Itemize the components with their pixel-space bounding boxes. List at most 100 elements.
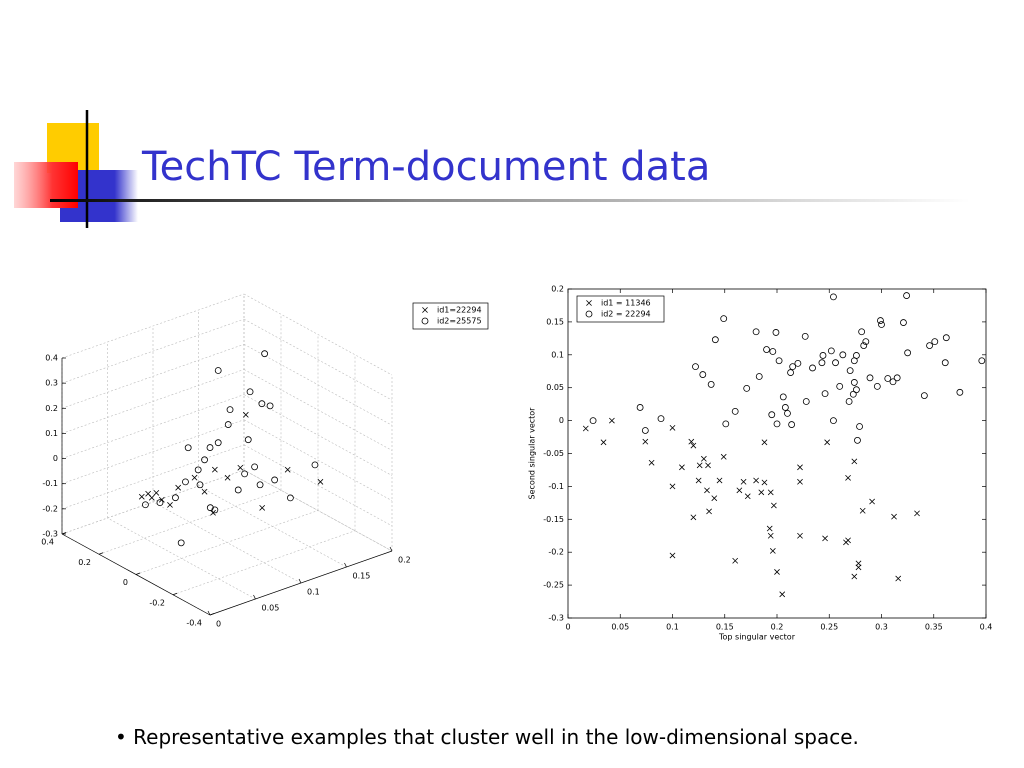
- circle-marker: [854, 436, 861, 444]
- x-marker: [648, 459, 655, 466]
- circle-marker: [755, 373, 763, 380]
- x-axis-label: Top singular vector: [718, 633, 796, 642]
- x-marker: [706, 508, 712, 515]
- grid-line: [243, 369, 393, 451]
- circle-marker: [763, 346, 770, 353]
- legend-label: id2 = 22294: [601, 310, 651, 319]
- x-marker: [711, 495, 718, 502]
- x-marker: [779, 591, 786, 598]
- x-tick-label: 0.25: [820, 623, 838, 632]
- circle-marker: [211, 506, 219, 514]
- circle-marker: [853, 386, 860, 394]
- circle-marker: [768, 411, 776, 419]
- circle-marker: [142, 501, 149, 509]
- circle-marker: [853, 352, 860, 359]
- circle-marker: [830, 293, 837, 301]
- x-marker: [175, 484, 182, 491]
- y-axis-label: Second singular vector: [528, 407, 537, 500]
- y-tick-label: 0.1: [307, 588, 320, 597]
- y-tick-label: -0.1: [548, 482, 564, 491]
- circle-marker: [860, 342, 868, 349]
- legend-label: id2=25575: [437, 317, 482, 326]
- x-marker: [148, 494, 155, 501]
- deco-hline: [50, 199, 970, 202]
- circle-marker: [177, 539, 185, 547]
- z-tick-label: -0.2: [42, 504, 58, 513]
- circle-marker: [201, 456, 208, 464]
- y-tick-label: 0: [216, 620, 221, 629]
- x-tick-label: 0.2: [78, 558, 91, 567]
- x-marker: [769, 548, 776, 554]
- grid-line: [243, 344, 393, 426]
- circle-marker: [773, 420, 781, 428]
- circle-marker: [731, 407, 739, 415]
- x-marker: [669, 552, 676, 559]
- circle-marker: [830, 417, 837, 425]
- circle-marker: [801, 332, 809, 340]
- x-marker: [317, 478, 324, 485]
- z-tick-label: -0.3: [42, 530, 58, 539]
- circle-marker: [845, 398, 853, 405]
- grid-line: [61, 344, 245, 409]
- circle-marker: [589, 417, 597, 425]
- slide-title: TechTC Term-document data: [141, 144, 710, 190]
- grid-line: [243, 444, 393, 527]
- legend-marker: [421, 317, 429, 325]
- grid-line: [243, 394, 393, 476]
- x-tick-label: 0.05: [611, 623, 629, 632]
- x-tick-label: -0.2: [149, 598, 165, 607]
- circle-marker: [769, 348, 777, 355]
- grid-line: [61, 293, 245, 359]
- circle-marker: [926, 342, 933, 349]
- x-marker: [744, 493, 751, 500]
- grid-line: [152, 501, 302, 584]
- x-marker: [201, 488, 208, 495]
- circle-marker: [850, 379, 858, 386]
- circle-marker: [858, 328, 866, 336]
- circle-marker: [266, 402, 274, 410]
- circle-marker: [636, 404, 644, 411]
- grid-line: [172, 530, 356, 596]
- x-marker: [705, 462, 711, 469]
- circle-marker: [311, 461, 319, 469]
- x-marker: [696, 462, 703, 469]
- x-marker: [797, 464, 803, 471]
- y-tick-label: 0: [559, 416, 564, 425]
- grid-line: [243, 318, 393, 401]
- circle-marker: [775, 357, 783, 365]
- circle-marker: [819, 352, 827, 359]
- x-marker: [211, 466, 218, 473]
- x-marker: [153, 489, 160, 496]
- circle-marker: [196, 481, 204, 489]
- x-marker: [642, 438, 649, 445]
- circle-marker: [889, 378, 897, 386]
- circle-marker: [839, 351, 847, 359]
- x-marker: [224, 474, 231, 481]
- circle-marker: [711, 336, 719, 344]
- x-marker: [767, 532, 774, 539]
- bullet-text: • Representative examples that cluster w…: [115, 725, 859, 749]
- circle-marker: [789, 363, 797, 371]
- circle-marker: [878, 321, 885, 328]
- circle-marker: [271, 476, 279, 484]
- x-marker: [767, 489, 774, 496]
- circle-marker: [836, 382, 844, 390]
- circle-marker: [692, 363, 699, 371]
- circle-marker: [258, 400, 266, 408]
- circle-marker: [802, 398, 810, 405]
- x-marker: [582, 425, 589, 432]
- x-marker: [797, 478, 803, 485]
- circle-marker: [241, 470, 249, 478]
- grid-line: [61, 419, 245, 484]
- grid-line: [198, 485, 347, 568]
- x-marker: [822, 535, 828, 542]
- grid-line: [107, 517, 256, 600]
- y-tick-label: -0.15: [543, 515, 564, 524]
- circle-marker: [849, 390, 857, 398]
- x-tick-label: 0.3: [875, 623, 888, 632]
- x-marker: [700, 455, 707, 462]
- tick-mark: [135, 572, 141, 575]
- x-marker: [167, 502, 173, 508]
- circle-marker: [877, 317, 884, 324]
